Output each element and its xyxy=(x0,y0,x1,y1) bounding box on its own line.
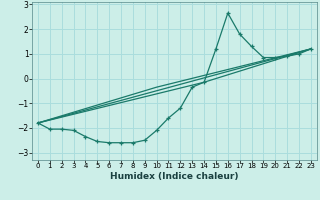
X-axis label: Humidex (Indice chaleur): Humidex (Indice chaleur) xyxy=(110,172,239,181)
